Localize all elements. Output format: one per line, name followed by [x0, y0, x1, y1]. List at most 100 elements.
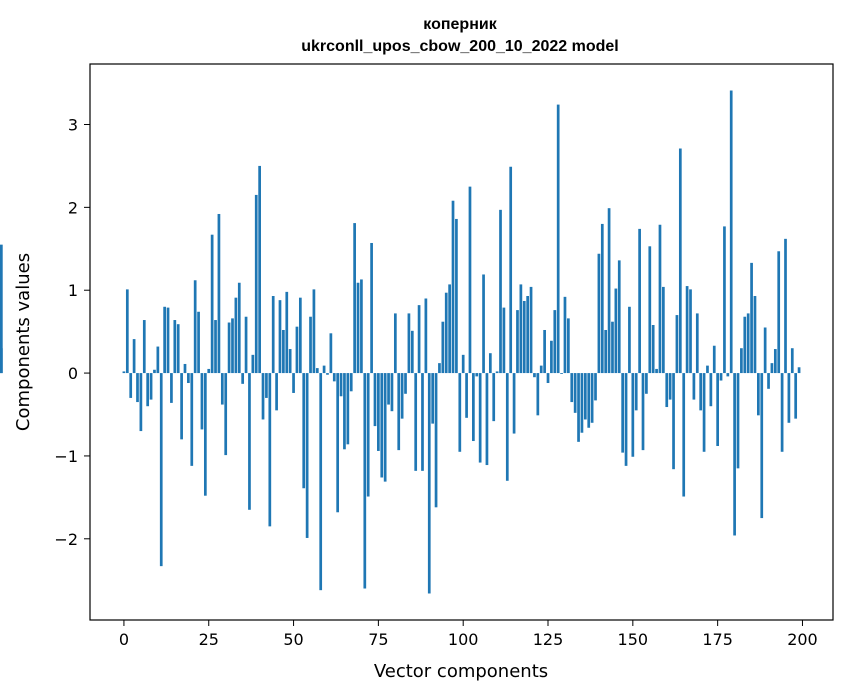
bar-44 — [271, 296, 275, 374]
bar-102 — [468, 186, 472, 374]
bar-111 — [499, 209, 502, 374]
bar-97 — [451, 200, 455, 374]
bar-159 — [662, 286, 665, 374]
bar-108 — [488, 353, 492, 374]
bar-29 — [220, 373, 224, 405]
bar-58 — [319, 373, 323, 591]
bar-11 — [159, 373, 163, 567]
x-tick-label: 50 — [283, 630, 303, 649]
bar-145 — [614, 288, 618, 374]
bar-65 — [343, 373, 346, 450]
bar-130 — [563, 296, 567, 374]
bar-87 — [417, 305, 421, 374]
bar-191 — [770, 363, 774, 374]
x-tick-label: 200 — [787, 630, 818, 649]
bar-129 — [560, 373, 563, 374]
bar-198 — [794, 373, 798, 419]
bar-123 — [539, 365, 543, 374]
bar-15 — [173, 320, 177, 374]
bar-112 — [502, 307, 506, 374]
bar-27 — [214, 320, 217, 374]
bar-175 — [716, 373, 719, 446]
bar-151 — [634, 373, 638, 411]
bar-134 — [577, 373, 580, 442]
bar-94 — [441, 321, 445, 374]
bar-128 — [556, 104, 560, 374]
x-tick-label: 75 — [368, 630, 388, 649]
bar-85 — [410, 330, 414, 374]
y-tick-label: −1 — [54, 447, 78, 466]
y-tick-label: 3 — [68, 115, 78, 134]
bar-169 — [695, 313, 699, 374]
bar-53 — [302, 373, 306, 489]
bar-79 — [390, 373, 394, 412]
x-tick-label: 100 — [448, 630, 479, 649]
bar-69 — [356, 282, 360, 374]
bar-10 — [156, 346, 160, 374]
bar-164 — [678, 148, 682, 374]
bar-156 — [651, 325, 655, 374]
x-tick-label: 150 — [618, 630, 649, 649]
bar-18 — [183, 363, 187, 374]
bar-158 — [658, 224, 662, 374]
bar-42 — [265, 373, 268, 398]
bar-154 — [645, 373, 648, 394]
bar-36 — [244, 316, 248, 374]
bar-47 — [282, 329, 285, 374]
bar-50 — [292, 373, 295, 393]
bar-148 — [624, 373, 628, 466]
bar-100 — [461, 354, 465, 374]
bar-9 — [153, 369, 156, 374]
bar-43 — [268, 373, 272, 527]
bar-72 — [366, 373, 370, 497]
bar-77 — [383, 373, 387, 482]
bar-193 — [777, 251, 781, 374]
bar-105 — [478, 373, 482, 463]
bar-90 — [427, 373, 431, 594]
bar-60 — [326, 373, 329, 375]
bar-149 — [628, 306, 631, 374]
bar-143 — [607, 208, 611, 374]
bar-undefined — [0, 244, 3, 374]
bar-160 — [665, 373, 669, 408]
bar-162 — [672, 373, 675, 470]
bar-39 — [254, 194, 258, 374]
bar-46 — [278, 300, 282, 374]
y-tick-label: 2 — [68, 198, 78, 217]
bar-84 — [407, 313, 411, 374]
bar-152 — [638, 228, 641, 374]
bar-17 — [180, 373, 183, 440]
x-tick-label: 0 — [119, 630, 129, 649]
x-axis-ticks: 0 25 50 75 100 125 150 175 200 — [119, 620, 818, 649]
y-axis-ticks: −2 −1 0 1 2 3 — [54, 115, 90, 549]
chart-title-line2: ukrconll_upos_cbow_200_10_2022 model — [301, 38, 618, 55]
y-tick-label: 1 — [68, 281, 78, 300]
bar-121 — [533, 373, 536, 378]
bar-176 — [719, 373, 723, 381]
bar-116 — [516, 310, 519, 374]
bar-136 — [583, 373, 587, 420]
bar-83 — [404, 373, 407, 394]
bar-37 — [248, 373, 251, 510]
y-tick-label: −2 — [54, 530, 78, 549]
bar-7 — [146, 373, 150, 407]
bar-180 — [733, 373, 736, 536]
bar-75 — [377, 373, 380, 451]
bar-61 — [329, 333, 333, 374]
bar-163 — [675, 315, 679, 374]
bar-0 — [122, 371, 126, 374]
bar-13 — [166, 307, 170, 374]
bar-182 — [740, 348, 743, 374]
y-tick-label: 0 — [68, 364, 78, 383]
bar-153 — [641, 373, 645, 451]
bar-157 — [655, 368, 658, 374]
x-tick-label: 25 — [199, 630, 219, 649]
bar-62 — [332, 373, 336, 382]
bar-38 — [251, 354, 255, 374]
bar-141 — [600, 223, 604, 374]
bar-173 — [709, 373, 713, 407]
bar-8 — [149, 373, 153, 400]
x-tick-label: 125 — [533, 630, 564, 649]
bar-179 — [729, 90, 733, 374]
bar-98 — [455, 218, 458, 374]
